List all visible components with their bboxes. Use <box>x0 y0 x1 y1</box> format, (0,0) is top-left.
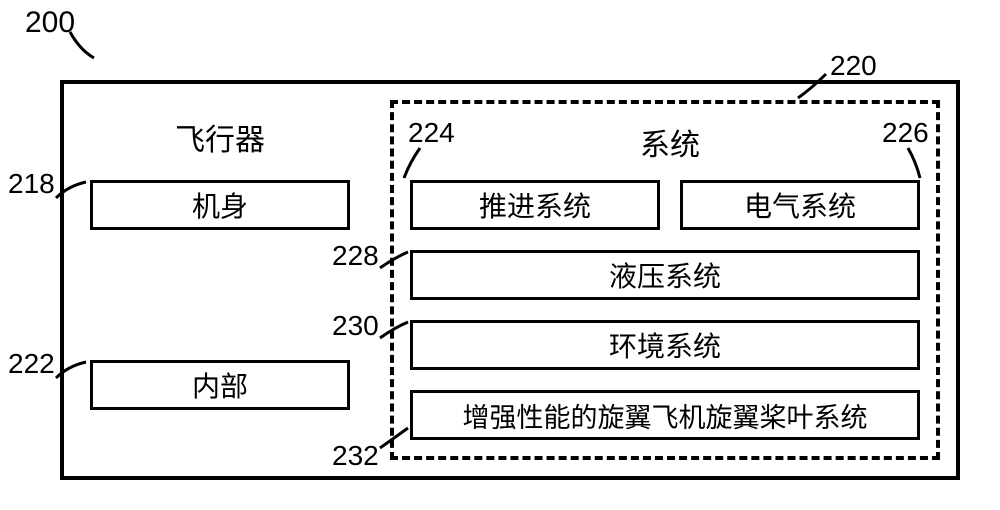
systems-title: 系统 <box>640 120 700 164</box>
box-232-rotor-blade-system: 增强性能的旋翼飞机旋翼桨叶系统 <box>410 390 920 440</box>
box-222-interior: 内部 <box>90 360 350 410</box>
ref-230: 230 <box>332 310 379 342</box>
box-228-hydraulic: 液压系统 <box>410 250 920 300</box>
box-224-propulsion: 推进系统 <box>410 180 660 230</box>
box-226-electrical: 电气系统 <box>680 180 920 230</box>
ref-218: 218 <box>8 168 55 200</box>
box-228-label: 液压系统 <box>609 255 721 295</box>
ref-232: 232 <box>332 440 379 472</box>
box-232-label: 增强性能的旋翼飞机旋翼桨叶系统 <box>463 396 868 435</box>
ref-220: 220 <box>830 50 877 82</box>
diagram-canvas: 200 飞行器 218 机身 222 内部 220 系统 224 推进系统 22… <box>0 0 1000 510</box>
box-230-label: 环境系统 <box>609 325 721 365</box>
ref-226: 226 <box>882 117 929 149</box>
aircraft-title: 飞行器 <box>175 115 265 159</box>
ref-222: 222 <box>8 348 55 380</box>
box-218-label: 机身 <box>192 185 248 225</box>
box-218-airframe: 机身 <box>90 180 350 230</box>
box-222-label: 内部 <box>192 365 248 405</box>
box-226-label: 电气系统 <box>744 185 856 225</box>
box-230-environment: 环境系统 <box>410 320 920 370</box>
ref-200: 200 <box>25 6 75 40</box>
ref-224: 224 <box>408 117 455 149</box>
ref-228: 228 <box>332 240 379 272</box>
box-224-label: 推进系统 <box>479 185 591 225</box>
